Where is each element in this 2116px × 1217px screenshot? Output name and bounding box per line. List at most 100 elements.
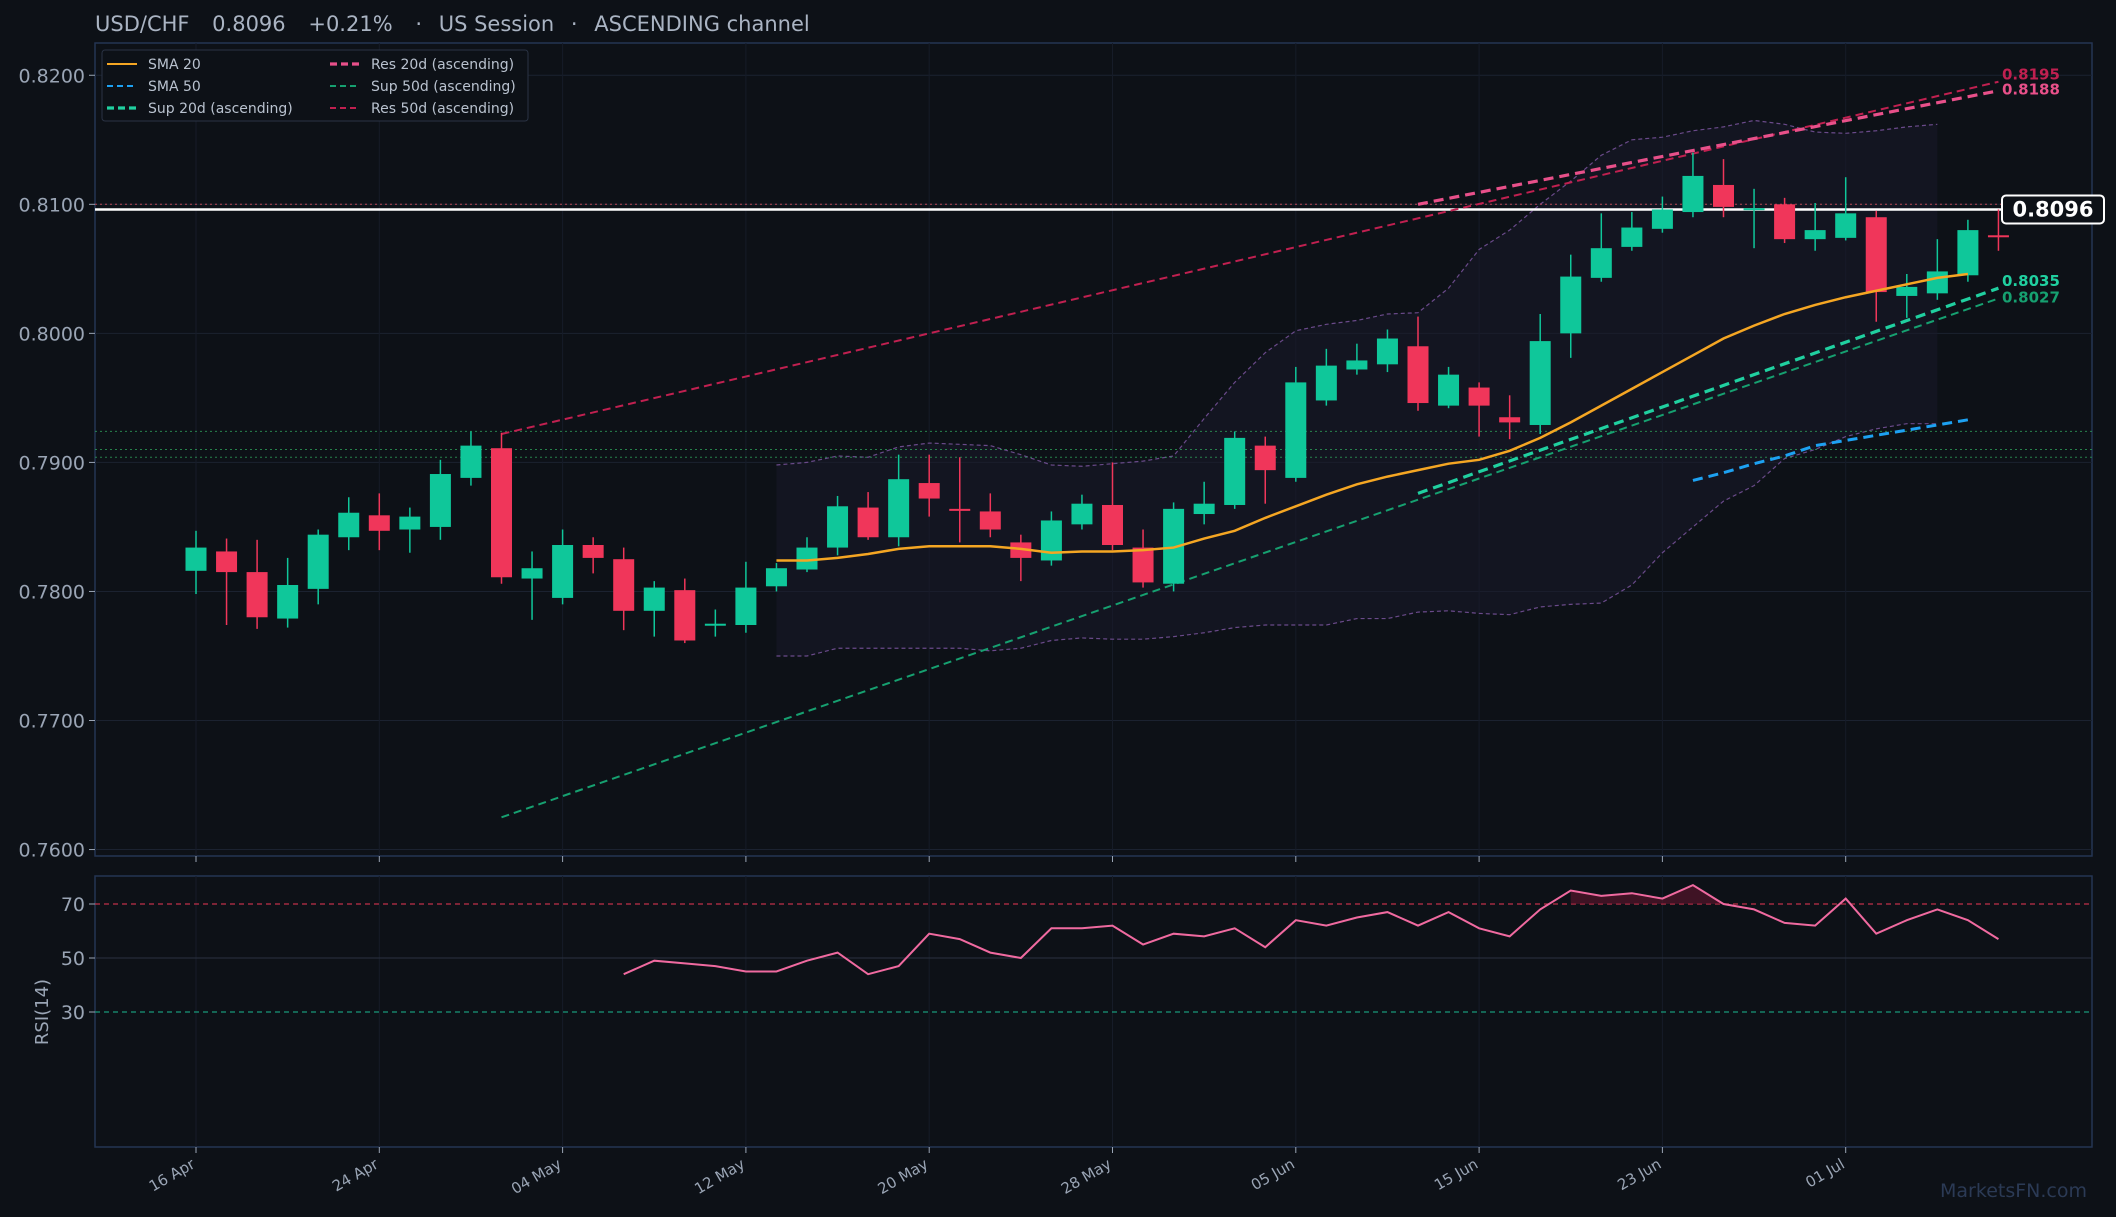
trendline-end-label: 0.8188 (2002, 81, 2060, 99)
candle (949, 457, 971, 543)
candle (1804, 203, 1826, 251)
candle-body (1254, 445, 1276, 471)
candle (796, 537, 818, 573)
legend-label: Res 50d (ascending) (371, 101, 514, 117)
candle (277, 557, 299, 628)
candle-body (1804, 230, 1826, 240)
candle (1713, 159, 1734, 218)
candle (1376, 329, 1398, 373)
legend-label: Res 20d (ascending) (371, 57, 514, 73)
rsi-tick-label: 30 (61, 1002, 85, 1024)
price-tick-label: 0.7600 (19, 840, 85, 862)
candle (643, 581, 665, 637)
candle (1865, 210, 1887, 322)
price-tick-label: 0.7900 (19, 452, 85, 474)
candle-body (1987, 235, 2009, 238)
candle (1254, 436, 1276, 504)
candle-body (1285, 382, 1307, 478)
rsi-series (623, 883, 1999, 976)
chart-legend: SMA 20 SMA 50 Sup 20d (ascending) Res 20d (… (101, 49, 529, 122)
header-symbol: USD/CHF (95, 12, 189, 36)
candle-body (338, 512, 360, 538)
candle-body (918, 483, 940, 499)
header-pattern: ASCENDING channel (594, 12, 809, 36)
candle-body (1896, 286, 1918, 296)
price-panel: 0.7600 0.7700 0.7800 0.7900 0.8000 0.8100 0.82… (19, 42, 2105, 862)
candle-body (1713, 184, 1734, 207)
legend-item: SMA 50 (107, 79, 201, 95)
candle-body (307, 534, 329, 589)
watermark: MarketsFN.com (1940, 1180, 2087, 1202)
candle (338, 497, 360, 551)
candle (307, 529, 329, 605)
trendline-end-label: 0.8035 (2002, 272, 2060, 290)
legend-label: Sup 20d (ascending) (148, 101, 293, 117)
candle-body (552, 544, 574, 598)
candle-body (582, 544, 604, 558)
candle-body (1651, 209, 1673, 229)
rsi-overbought-fill (1570, 885, 1724, 904)
candle (582, 537, 604, 574)
candle (1987, 209, 2009, 251)
candle-body (979, 511, 1001, 530)
candle (1529, 314, 1551, 435)
rsi-y-axis: 30 50 70 (61, 894, 95, 1024)
candle-body (246, 572, 268, 618)
current-price-tag-text: 0.8096 (2012, 197, 2093, 221)
candle (1743, 188, 1765, 249)
candle-body (1438, 374, 1460, 406)
legend-label: Sup 50d (ascending) (371, 79, 516, 95)
candle-body (735, 587, 757, 626)
candle-body (827, 506, 849, 548)
candle-body (277, 585, 299, 619)
candle (368, 493, 390, 551)
candle (246, 539, 268, 629)
candle-body (888, 479, 910, 538)
candle (1040, 511, 1062, 566)
candlesticks (185, 152, 2009, 644)
bollinger-bands (776, 119, 1938, 657)
trendline-end-label: 0.8195 (2002, 66, 2060, 84)
trendlines (501, 80, 1999, 819)
trendline-end-label: 0.8027 (2002, 289, 2060, 307)
candle (491, 432, 512, 584)
candle-body (1682, 175, 1704, 213)
header-separator-2: · (571, 12, 578, 36)
bollinger-fill (776, 120, 1938, 656)
candle-body (1468, 387, 1490, 406)
rsi-panel: 30 50 70 RSI(14) (32, 875, 2093, 1148)
candle (888, 454, 910, 547)
candle-body (460, 445, 482, 478)
chart-header: USD/CHF 0.8096 +0.21% · US Session · ASC… (95, 12, 810, 36)
candle (1071, 494, 1093, 530)
candle-body (949, 508, 971, 511)
current-price-tag: 0.8096 (2001, 194, 2105, 225)
current-price-tag-box (2001, 194, 2105, 225)
candle (1438, 366, 1460, 409)
legend-item: Sup 20d (ascending) (107, 101, 293, 117)
candle (216, 538, 238, 626)
candle-body (1224, 437, 1246, 505)
candle (1468, 382, 1490, 437)
candle (857, 492, 879, 540)
candle-body (613, 559, 635, 611)
candle-body (521, 568, 543, 579)
candle (765, 563, 787, 592)
candle (1315, 348, 1337, 406)
candle (1193, 481, 1215, 525)
price-tick-label: 0.7800 (19, 581, 85, 603)
candle-body (1499, 417, 1521, 423)
rsi-axis-label: RSI(14) (32, 979, 53, 1045)
legend-item: SMA 20 (107, 57, 201, 73)
candle (1774, 197, 1796, 244)
legend-item: Sup 50d (ascending) (330, 79, 516, 95)
price-tick-label: 0.8100 (19, 194, 85, 216)
price-tick-label: 0.8000 (19, 323, 85, 345)
candle (613, 547, 635, 631)
candle (429, 459, 451, 540)
candle-body (704, 623, 726, 626)
candle (979, 493, 1001, 538)
candle-body (1865, 217, 1887, 293)
candle-body (1010, 542, 1032, 558)
legend-label: SMA 20 (148, 57, 201, 73)
